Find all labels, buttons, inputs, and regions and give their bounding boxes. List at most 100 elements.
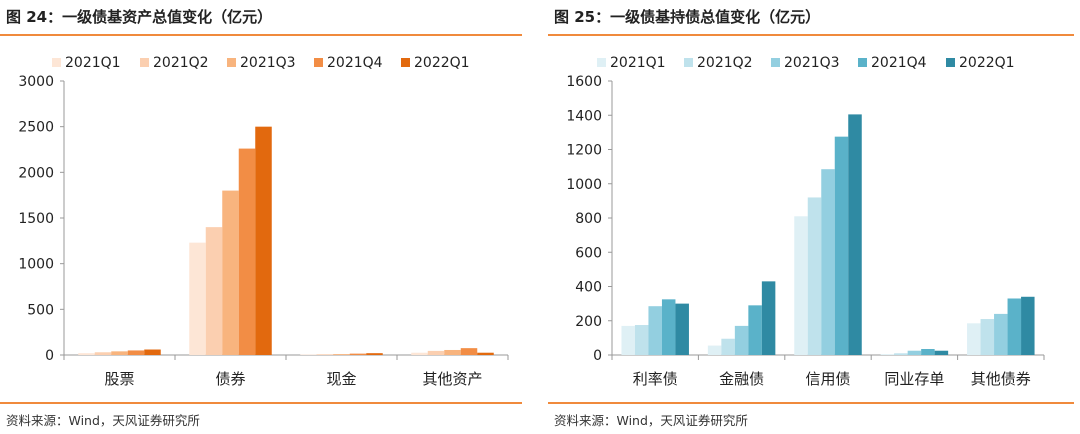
- bar: [894, 353, 908, 355]
- legend-swatch: [140, 58, 149, 67]
- y-tick-label: 2500: [18, 120, 54, 136]
- bar: [255, 126, 272, 356]
- bar: [1021, 296, 1035, 355]
- y-tick-label: 400: [575, 280, 602, 296]
- source-note: 资料来源：Wind，天风证券研究所: [554, 413, 748, 428]
- y-tick-label: 3000: [18, 74, 54, 90]
- legend-label: 2021Q4: [871, 55, 927, 71]
- bar: [807, 197, 822, 355]
- bond-holdings-bar-chart: 2021Q1 2021Q2 2021Q3 2021Q4 2022Q1 0 200 400 600…: [566, 55, 1045, 388]
- bar: [994, 313, 1008, 355]
- bar: [621, 325, 635, 355]
- bar: [734, 325, 749, 355]
- y-tick-label: 1000: [566, 177, 602, 193]
- bar: [460, 348, 478, 355]
- bar: [427, 350, 445, 355]
- asset-value-bar-chart: 2021Q1 2021Q2 2021Q3 2021Q4 2022Q1 0 500 1000 15…: [18, 55, 509, 388]
- legend-label: 2022Q1: [414, 55, 470, 71]
- y-tick-label: 600: [575, 245, 602, 261]
- chart-title: 图 25：一级债基持债总值变化（亿元）: [554, 8, 821, 26]
- legend-label: 2022Q1: [959, 55, 1015, 71]
- bar: [661, 299, 676, 355]
- chart-panel-24: 图 24：一级债基资产总值变化（亿元） 2021Q1 2021Q2 2021Q3 20…: [0, 0, 528, 434]
- legend-label: 2021Q1: [610, 55, 666, 71]
- legend-label: 2021Q2: [697, 55, 753, 71]
- y-tick-label: 0: [45, 348, 54, 364]
- x-tick-label: 股票: [104, 370, 134, 388]
- bar: [222, 190, 239, 355]
- bar: [848, 114, 862, 355]
- bar: [675, 303, 689, 355]
- legend-swatch: [227, 58, 236, 67]
- legend-label: 2021Q4: [327, 55, 383, 71]
- bar: [707, 345, 722, 355]
- bar: [477, 352, 494, 355]
- legend-swatch: [401, 58, 410, 67]
- y-tick-label: 500: [27, 302, 54, 318]
- bar: [794, 216, 808, 355]
- y-tick-label: 800: [575, 211, 602, 227]
- source-note: 资料来源：Wind，天风证券研究所: [6, 413, 200, 428]
- x-tick-label: 同业存单: [884, 370, 944, 388]
- bar: [821, 169, 835, 355]
- x-tick-label: 现金: [326, 370, 356, 388]
- x-tick-label: 债券: [215, 370, 245, 388]
- legend-label: 2021Q1: [65, 55, 121, 71]
- chart-title: 图 24：一级债基资产总值变化（亿元）: [6, 8, 273, 26]
- y-tick-label: 2000: [18, 165, 54, 181]
- legend-swatch: [597, 58, 606, 67]
- bar: [127, 350, 145, 355]
- y-tick-label: 1600: [566, 74, 602, 90]
- y-tick-label: 200: [575, 314, 602, 330]
- bar: [1007, 298, 1022, 355]
- legend-swatch: [858, 58, 867, 67]
- legend-swatch: [314, 58, 323, 67]
- chart-panel-25: 图 25：一级债基持债总值变化（亿元） 2021Q1 2021Q2 2021Q3 20…: [548, 0, 1080, 434]
- bar: [238, 148, 256, 355]
- bar: [189, 242, 206, 355]
- bar: [748, 305, 762, 355]
- legend-label: 2021Q3: [240, 55, 296, 71]
- title-divider: [0, 34, 522, 36]
- bar: [411, 352, 428, 355]
- bar: [111, 351, 128, 355]
- y-tick-label: 1500: [18, 211, 54, 227]
- bar: [316, 354, 334, 355]
- bar: [94, 352, 112, 355]
- y-tick-label: 0: [593, 348, 602, 364]
- bar: [205, 227, 223, 355]
- source-divider: [548, 402, 1074, 404]
- legend-swatch: [946, 58, 955, 67]
- bar: [980, 319, 995, 355]
- bar: [366, 353, 383, 355]
- bar: [144, 349, 161, 355]
- y-tick-label: 1200: [566, 143, 602, 159]
- x-tick-label: 其他债券: [971, 370, 1031, 388]
- bar: [648, 306, 662, 355]
- bar: [333, 354, 350, 355]
- legend-label: 2021Q2: [153, 55, 209, 71]
- y-tick-label: 1000: [18, 257, 54, 273]
- bar: [349, 353, 367, 355]
- bar: [78, 353, 95, 355]
- y-tick-label: 1400: [566, 108, 602, 124]
- x-tick-label: 其他资产: [422, 370, 482, 388]
- legend-swatch: [52, 58, 61, 67]
- x-tick-label: 信用债: [805, 370, 850, 388]
- source-divider: [0, 402, 522, 404]
- x-tick-label: 金融债: [719, 370, 764, 388]
- bar: [444, 349, 461, 355]
- title-divider: [548, 34, 1074, 36]
- bar: [761, 281, 776, 355]
- bar: [834, 136, 849, 355]
- bar: [721, 338, 735, 355]
- x-tick-label: 利率债: [633, 370, 678, 388]
- bar: [880, 354, 895, 355]
- bar: [907, 350, 922, 355]
- bar: [634, 325, 649, 355]
- legend-label: 2021Q3: [784, 55, 840, 71]
- bar: [934, 350, 949, 355]
- bar: [921, 349, 935, 355]
- legend-swatch: [771, 58, 780, 67]
- bar: [967, 323, 981, 355]
